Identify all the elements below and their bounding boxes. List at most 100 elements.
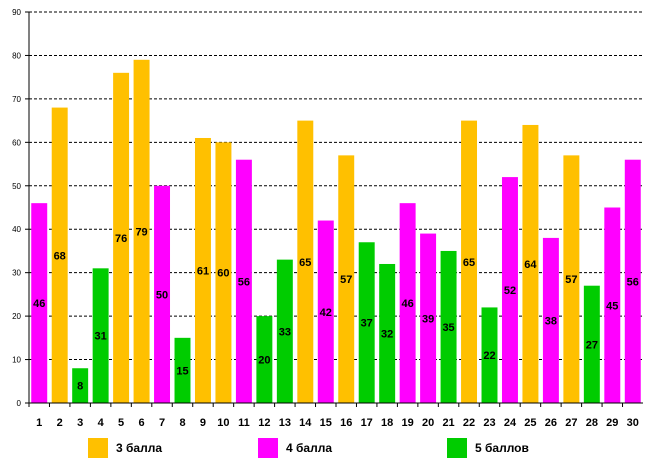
x-tick-label-16: 16 bbox=[340, 417, 352, 429]
data-label-28: 27 bbox=[586, 339, 598, 351]
bar-21 bbox=[440, 250, 457, 403]
bar-5 bbox=[113, 72, 130, 404]
y-tick-label: 10 bbox=[12, 356, 21, 365]
data-label-29: 45 bbox=[606, 300, 618, 312]
x-tick-label-27: 27 bbox=[565, 417, 577, 429]
y-tick-label: 50 bbox=[12, 182, 21, 191]
legend-label-3-balla: 3 балла bbox=[116, 441, 163, 455]
y-tick-label: 20 bbox=[12, 312, 21, 321]
legend-item-3-balla: 3 балла bbox=[88, 438, 162, 458]
y-tick-label: 40 bbox=[12, 225, 21, 234]
data-label-30: 56 bbox=[627, 276, 639, 288]
bar-2 bbox=[51, 107, 68, 404]
data-label-20: 39 bbox=[422, 313, 434, 325]
x-tick-label-7: 7 bbox=[159, 417, 165, 429]
gridlines bbox=[29, 11, 643, 361]
x-tick-label-23: 23 bbox=[483, 417, 495, 429]
bar-9 bbox=[194, 137, 211, 403]
bar-1 bbox=[31, 203, 48, 403]
data-label-25: 64 bbox=[524, 259, 537, 271]
y-tick-label: 0 bbox=[17, 399, 22, 408]
bar-26 bbox=[542, 237, 559, 403]
bar-10 bbox=[215, 142, 232, 404]
data-label-17: 37 bbox=[361, 318, 373, 330]
bar-14 bbox=[297, 120, 314, 403]
y-tick-label: 30 bbox=[12, 269, 21, 278]
y-tick-label: 70 bbox=[12, 95, 21, 104]
x-tick-label-5: 5 bbox=[118, 417, 124, 429]
x-tick-label-12: 12 bbox=[258, 417, 270, 429]
legend-item-4-balla: 4 балла bbox=[258, 438, 332, 458]
bar-11 bbox=[235, 159, 252, 403]
data-label-18: 32 bbox=[381, 328, 393, 340]
bar-7 bbox=[154, 185, 171, 403]
data-label-1: 46 bbox=[33, 298, 45, 310]
data-label-26: 38 bbox=[545, 315, 557, 327]
x-tick-label-25: 25 bbox=[524, 417, 536, 429]
data-label-3: 8 bbox=[77, 381, 83, 393]
data-label-15: 42 bbox=[320, 307, 332, 319]
data-label-5: 76 bbox=[115, 233, 127, 245]
bar-28 bbox=[583, 285, 600, 403]
data-label-27: 57 bbox=[565, 274, 577, 286]
bar-3 bbox=[72, 368, 89, 403]
y-tick-label: 80 bbox=[12, 51, 21, 60]
x-tick-label-3: 3 bbox=[77, 417, 83, 429]
x-tick-label-20: 20 bbox=[422, 417, 434, 429]
data-label-22: 65 bbox=[463, 257, 475, 269]
x-tick-label-13: 13 bbox=[279, 417, 291, 429]
x-tick-label-30: 30 bbox=[627, 417, 639, 429]
data-label-9: 61 bbox=[197, 265, 209, 277]
legend-swatch-5-ballov bbox=[447, 438, 467, 458]
bar-20 bbox=[420, 233, 437, 403]
data-label-19: 46 bbox=[402, 298, 414, 310]
x-tick-label-14: 14 bbox=[299, 417, 312, 429]
legend-label-4-balla: 4 балла bbox=[286, 441, 333, 455]
data-label-21: 35 bbox=[442, 322, 454, 334]
legend-swatch-3-balla bbox=[88, 438, 108, 458]
bar-17 bbox=[358, 242, 375, 403]
bar-8 bbox=[174, 337, 191, 403]
y-axis: 0 10 20 30 40 50 60 70 80 90 bbox=[12, 8, 30, 408]
bar-19 bbox=[399, 203, 416, 403]
bar-25 bbox=[522, 124, 539, 403]
x-tick-label-18: 18 bbox=[381, 417, 393, 429]
legend-swatch-4-balla bbox=[258, 438, 278, 458]
legend: 3 балла 4 балла 5 баллов bbox=[0, 438, 650, 468]
bar-27 bbox=[563, 155, 580, 403]
x-tick-label-4: 4 bbox=[98, 417, 105, 429]
x-tick-label-19: 19 bbox=[402, 417, 414, 429]
data-label-6: 79 bbox=[135, 226, 147, 238]
x-tick-label-15: 15 bbox=[320, 417, 332, 429]
data-label-4: 31 bbox=[95, 331, 107, 343]
legend-item-5-ballov: 5 баллов bbox=[447, 438, 529, 458]
bar-24 bbox=[501, 177, 518, 403]
data-label-13: 33 bbox=[279, 326, 291, 338]
data-label-16: 57 bbox=[340, 274, 352, 286]
y-tick-label: 90 bbox=[12, 8, 21, 17]
x-tick-label-8: 8 bbox=[179, 417, 185, 429]
bars: 46 68 8 31 76 79 50 15 61 60 56 20 33 65 42 57 37 32 46 39 3… bbox=[31, 59, 641, 404]
x-tick-label-1: 1 bbox=[36, 417, 42, 429]
data-label-7: 50 bbox=[156, 289, 168, 301]
bar-15 bbox=[317, 220, 334, 403]
bar-12 bbox=[256, 316, 273, 403]
x-tick-label-22: 22 bbox=[463, 417, 475, 429]
data-label-23: 22 bbox=[483, 350, 495, 362]
bar-30 bbox=[624, 159, 641, 403]
data-label-10: 60 bbox=[217, 268, 229, 280]
x-tick-label-26: 26 bbox=[545, 417, 557, 429]
bar-6 bbox=[133, 59, 150, 404]
data-label-11: 56 bbox=[238, 276, 250, 288]
data-label-14: 65 bbox=[299, 257, 311, 269]
x-tick-label-28: 28 bbox=[586, 417, 598, 429]
bar-16 bbox=[338, 155, 355, 403]
x-tick-label-2: 2 bbox=[57, 417, 63, 429]
x-tick-label-17: 17 bbox=[361, 417, 373, 429]
data-label-12: 20 bbox=[258, 355, 270, 367]
y-tick-label: 60 bbox=[12, 138, 21, 147]
bar-18 bbox=[379, 263, 396, 403]
data-label-24: 52 bbox=[504, 285, 516, 297]
bar-29 bbox=[604, 207, 621, 403]
